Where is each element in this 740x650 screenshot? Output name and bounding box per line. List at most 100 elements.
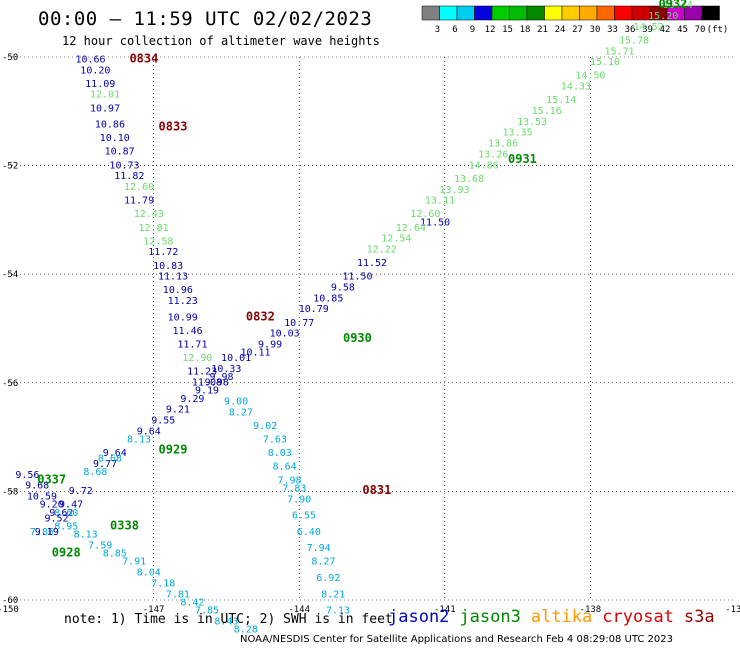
wave-height-point: 10.77 — [284, 318, 314, 329]
wave-height-point: 11.50 — [342, 272, 372, 283]
wave-height-point: 8.13 — [127, 435, 151, 446]
wave-height-point: 13.86 — [488, 139, 518, 150]
wave-height-point: 6.92 — [316, 573, 340, 584]
wave-height-point: 9.52 — [44, 513, 68, 524]
wave-height-point: 11.82 — [114, 171, 144, 182]
y-tick-label: -52 — [2, 162, 18, 172]
wave-height-point: 11.08 — [192, 378, 222, 389]
y-tick-label: -56 — [2, 379, 18, 389]
wave-height-point: 6.40 — [297, 527, 321, 538]
wave-height-point: 8.27 — [311, 557, 335, 568]
color-scale-swatch — [701, 5, 720, 21]
wave-height-point: 8.64 — [273, 462, 297, 473]
wave-height-point: 15.44 — [663, 0, 693, 11]
wave-height-point: 10.01 — [221, 353, 251, 364]
wave-height-point: 8.68 — [83, 467, 107, 478]
wave-height-point: 10.20 — [80, 65, 110, 76]
wave-height-point: 9.56 — [15, 470, 39, 481]
wave-height-point: 10.11 — [240, 348, 270, 359]
wave-height-point: 8.28 — [234, 625, 258, 636]
x-tick-label: -138 — [580, 605, 602, 615]
wave-height-point: 15.20 — [648, 11, 678, 22]
color-scale-label: 15 — [502, 25, 513, 35]
wave-height-point: 14.52 — [634, 22, 664, 33]
wave-height-point: 9.72 — [69, 486, 93, 497]
wave-height-point: 13.93 — [439, 185, 469, 196]
wave-height-point: 7.18 — [151, 578, 175, 589]
wave-height-point: 12.43 — [134, 209, 164, 220]
x-tick-label: -141 — [434, 605, 456, 615]
pass-time-label: 0834 — [129, 51, 158, 65]
wave-height-point: 12.90 — [182, 353, 212, 364]
legend-item: s3a — [683, 607, 715, 627]
wave-height-point: 8.43 — [214, 616, 238, 627]
pass-time-label: 0337 — [37, 472, 66, 486]
wave-height-point: 14.86 — [469, 160, 499, 171]
wave-height-point: 15.78 — [619, 35, 649, 46]
legend-item: jason2 — [388, 607, 450, 627]
wave-height-point: 15.14 — [546, 95, 576, 106]
color-scale-label: 12 — [485, 25, 496, 35]
wave-height-point: 7.81 — [166, 589, 190, 600]
wave-height-point: 12.60 — [124, 182, 154, 193]
wave-height-point: 14.33 — [561, 82, 591, 93]
wave-height-point: 9.02 — [253, 421, 277, 432]
color-scale-label: 18 — [520, 25, 531, 35]
wave-height-point: 8.85 — [103, 549, 127, 560]
wave-height-point: 9.00 — [224, 397, 248, 408]
y-tick-label: -54 — [2, 270, 18, 280]
color-scale-label: 3 — [435, 25, 440, 35]
color-scale-label: 33 — [607, 25, 618, 35]
wave-height-point: 11.52 — [357, 258, 387, 269]
pass-time-label: 0932 — [658, 0, 687, 11]
color-scale-label: 39 — [642, 25, 653, 35]
wave-height-point: 9.20 — [40, 500, 64, 511]
color-scale-label: (ft) — [707, 25, 729, 35]
wave-height-point: 10.99 — [168, 312, 198, 323]
pass-time-label: 0931 — [508, 152, 537, 166]
wave-height-point: 9.19 — [35, 527, 59, 538]
wave-height-point: 9.19 — [195, 386, 219, 397]
wave-height-point: 9.55 — [151, 416, 175, 427]
color-scale: 3 6 9 12 15 18 21 24 27 30 33 36 39 42 45 70 (ft) — [421, 5, 729, 35]
wave-height-point: 9.29 — [180, 394, 204, 405]
wave-height-point: 12.64 — [396, 223, 426, 234]
color-scale-label: 9 — [470, 25, 475, 35]
note-text: note: 1) Time is in UTC; 2) SWH is in fe… — [64, 612, 393, 627]
wave-height-point: 9.98 — [209, 372, 233, 383]
wave-height-point: 11.13 — [158, 272, 188, 283]
wave-height-point: 15.10 — [590, 57, 620, 68]
wave-height-point: 9.21 — [166, 405, 190, 416]
wave-height-point: 11.23 — [187, 367, 217, 378]
chart-subtitle: 12 hour collection of altimeter wave hei… — [62, 34, 380, 48]
x-tick-label: -144 — [288, 605, 310, 615]
wave-height-point: 13.11 — [425, 196, 455, 207]
wave-height-point: 12.22 — [367, 244, 397, 255]
x-tick-label: -135 — [725, 605, 740, 615]
wave-height-point: 11.50 — [420, 217, 450, 228]
pass-time-label: 0833 — [159, 119, 188, 133]
satellite-legend: jason2 jason3 altika cryosat s3a — [388, 607, 725, 627]
wave-height-point: 11.79 — [124, 196, 154, 207]
wave-height-point: 7.86 — [30, 527, 54, 538]
wave-height-point: 15.16 — [532, 106, 562, 117]
wave-height-point: 9.47 — [59, 500, 83, 511]
pass-time-label: 0929 — [159, 442, 188, 456]
wave-height-point: 8.95 — [54, 521, 78, 532]
wave-height-point: 10.73 — [109, 160, 139, 171]
wave-height-point: 9.99 — [258, 340, 282, 351]
wave-height-point: 13.26 — [478, 149, 508, 160]
pass-time-label: 0930 — [343, 331, 372, 345]
wave-height-point: 10.83 — [153, 261, 183, 272]
wave-height-point: 10.59 — [27, 492, 57, 503]
wave-height-point: 8.03 — [268, 448, 292, 459]
wave-height-point: 8.27 — [229, 407, 253, 418]
wave-height-point: 7.90 — [287, 494, 311, 505]
wave-height-point: 9.68 — [25, 481, 49, 492]
wave-height-point: 8.04 — [137, 568, 161, 579]
y-tick-label: -58 — [2, 487, 18, 497]
color-scale-label: 24 — [555, 25, 566, 35]
wave-height-point: 7.98 — [277, 475, 301, 486]
x-tick-label: -150 — [0, 605, 19, 615]
legend-item: cryosat — [602, 607, 674, 627]
